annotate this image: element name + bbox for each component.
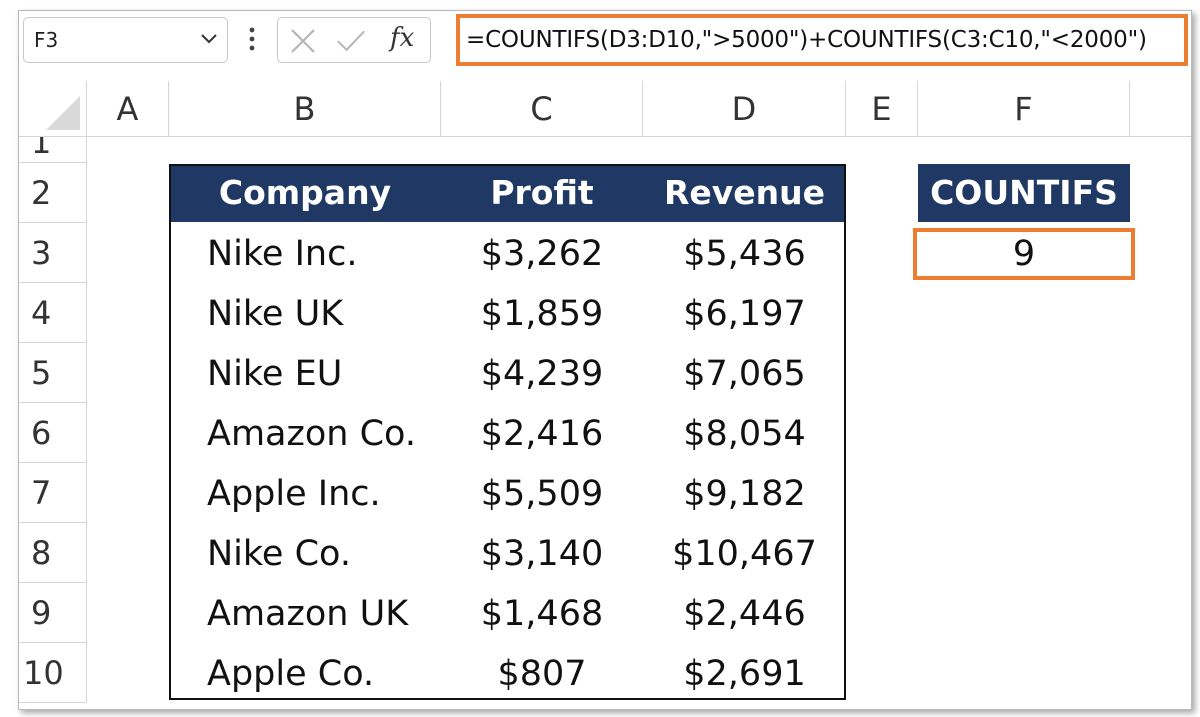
company-cell[interactable]: Amazon UK xyxy=(207,594,409,634)
row-header-4[interactable]: 4 xyxy=(19,283,87,343)
formula-text: =COUNTIFS(D3:D10,">5000")+COUNTIFS(C3:C1… xyxy=(466,27,1147,53)
countifs-result-cell[interactable]: 9 xyxy=(913,228,1135,280)
column-header-c[interactable]: C xyxy=(441,81,643,137)
column-header-f[interactable]: F xyxy=(918,81,1130,137)
header-revenue[interactable]: Revenue xyxy=(663,173,826,212)
company-cell[interactable]: Amazon Co. xyxy=(207,414,416,454)
profit-cell[interactable]: $1,859 xyxy=(480,294,604,334)
revenue-cell[interactable]: $2,691 xyxy=(683,654,806,694)
name-box-value: F3 xyxy=(34,28,59,52)
column-header-b[interactable]: B xyxy=(169,81,441,137)
row-header-5[interactable]: 5 xyxy=(19,343,87,403)
row-header-7[interactable]: 7 xyxy=(19,463,87,523)
company-cell[interactable]: Nike UK xyxy=(207,294,344,334)
profit-cell[interactable]: $807 xyxy=(497,654,587,694)
row-header-1[interactable]: 1 xyxy=(19,137,87,163)
column-header-d[interactable]: D xyxy=(643,81,846,137)
select-all-button[interactable] xyxy=(19,81,87,137)
row-header-3[interactable]: 3 xyxy=(19,223,87,283)
company-cell[interactable]: Nike Co. xyxy=(207,534,351,574)
revenue-cell[interactable]: $7,065 xyxy=(683,354,806,394)
header-profit[interactable]: Profit xyxy=(490,173,594,212)
revenue-cell[interactable]: $9,182 xyxy=(683,474,806,514)
company-cell[interactable]: Apple Co. xyxy=(207,654,375,694)
row-header-10[interactable]: 10 xyxy=(19,643,87,703)
company-cell[interactable]: Nike Inc. xyxy=(207,234,358,274)
row-header-6[interactable]: 6 xyxy=(19,403,87,463)
countifs-header[interactable]: COUNTIFS xyxy=(918,164,1130,222)
column-header-a[interactable]: A xyxy=(87,81,169,137)
row-header-9[interactable]: 9 xyxy=(19,583,87,643)
header-company[interactable]: Company xyxy=(218,173,392,212)
revenue-cell[interactable]: $6,197 xyxy=(683,294,806,334)
formula-controls: fx xyxy=(277,17,431,63)
insert-function-button[interactable]: fx xyxy=(390,23,415,53)
revenue-cell[interactable]: $8,054 xyxy=(683,414,806,454)
row-header-2[interactable]: 2 xyxy=(19,163,87,223)
company-cell[interactable]: Nike EU xyxy=(207,354,343,394)
profit-cell[interactable]: $5,509 xyxy=(480,474,604,514)
revenue-cell[interactable]: $10,467 xyxy=(672,534,817,574)
profit-cell[interactable]: $3,262 xyxy=(480,234,604,274)
name-box[interactable]: F3 xyxy=(23,17,228,63)
profit-cell[interactable]: $2,416 xyxy=(480,414,604,454)
check-icon[interactable] xyxy=(336,27,366,55)
more-options-icon[interactable] xyxy=(247,23,257,55)
chevron-down-icon[interactable] xyxy=(199,28,219,48)
company-cell[interactable]: Apple Inc. xyxy=(207,474,381,514)
column-header-e[interactable]: E xyxy=(846,81,918,137)
close-icon[interactable] xyxy=(288,27,318,55)
revenue-cell[interactable]: $2,446 xyxy=(683,594,806,634)
formula-bar: F3 fx =COUNTIFS(D3:D10,">5000")+COUNTIFS… xyxy=(19,11,1191,71)
table-header-band xyxy=(169,164,846,222)
worksheet-grid[interactable]: A B C D E F 1 2 3 4 5 6 7 8 9 10 Company… xyxy=(19,81,1191,709)
profit-cell[interactable]: $1,468 xyxy=(480,594,604,634)
row-header-8[interactable]: 8 xyxy=(19,523,87,583)
column-header-next[interactable] xyxy=(1130,81,1191,137)
profit-cell[interactable]: $3,140 xyxy=(480,534,604,574)
spreadsheet-window: F3 fx =COUNTIFS(D3:D10,">5000")+COUNTIFS… xyxy=(18,10,1192,710)
profit-cell[interactable]: $4,239 xyxy=(480,354,604,394)
table-border xyxy=(169,164,846,700)
select-all-triangle-icon xyxy=(46,96,80,130)
formula-input[interactable]: =COUNTIFS(D3:D10,">5000")+COUNTIFS(C3:C1… xyxy=(456,14,1188,66)
revenue-cell[interactable]: $5,436 xyxy=(683,234,806,274)
